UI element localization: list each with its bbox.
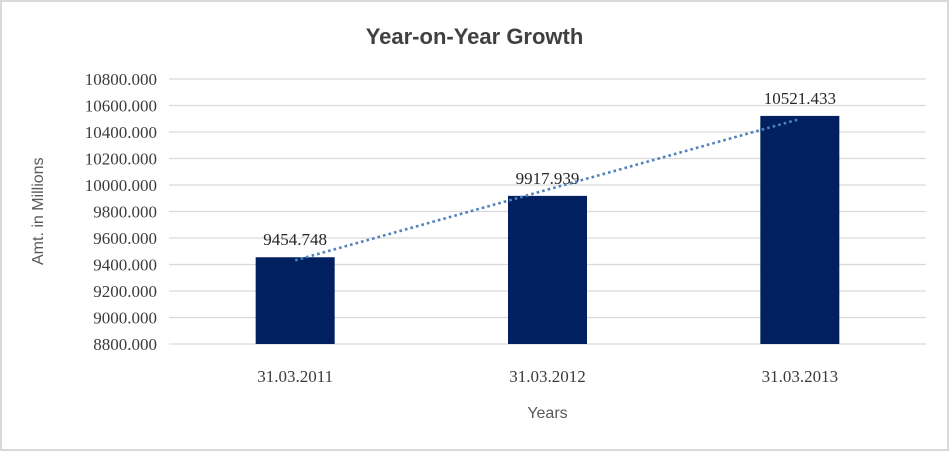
trendline <box>294 117 801 262</box>
y-tick-label: 8800.000 <box>93 335 157 354</box>
bar <box>255 257 335 344</box>
y-tick-label: 10600.000 <box>85 97 157 116</box>
bar <box>760 115 840 344</box>
y-tick-label: 9400.000 <box>93 256 157 275</box>
x-axis-title: Years <box>527 405 568 422</box>
data-label: 10521.433 <box>764 89 836 108</box>
y-tick-label: 10800.000 <box>85 70 157 89</box>
y-tick-label: 9000.000 <box>93 309 157 328</box>
data-label: 9917.939 <box>516 169 580 188</box>
y-tick-label: 9600.000 <box>93 229 157 248</box>
y-tick-label: 9800.000 <box>93 203 157 222</box>
y-tick-label: 10000.000 <box>85 176 157 195</box>
data-label: 9454.748 <box>263 230 327 249</box>
chart-title: Year-on-Year Growth <box>365 24 584 49</box>
x-tick-label: 31.03.2013 <box>762 367 839 386</box>
y-tick-label: 10200.000 <box>85 150 157 169</box>
y-tick-label: 9200.000 <box>93 282 157 301</box>
x-tick-label: 31.03.2012 <box>509 367 586 386</box>
y-tick-label: 10400.000 <box>85 123 157 142</box>
x-tick-label: 31.03.2011 <box>257 367 333 386</box>
bar <box>508 195 587 344</box>
